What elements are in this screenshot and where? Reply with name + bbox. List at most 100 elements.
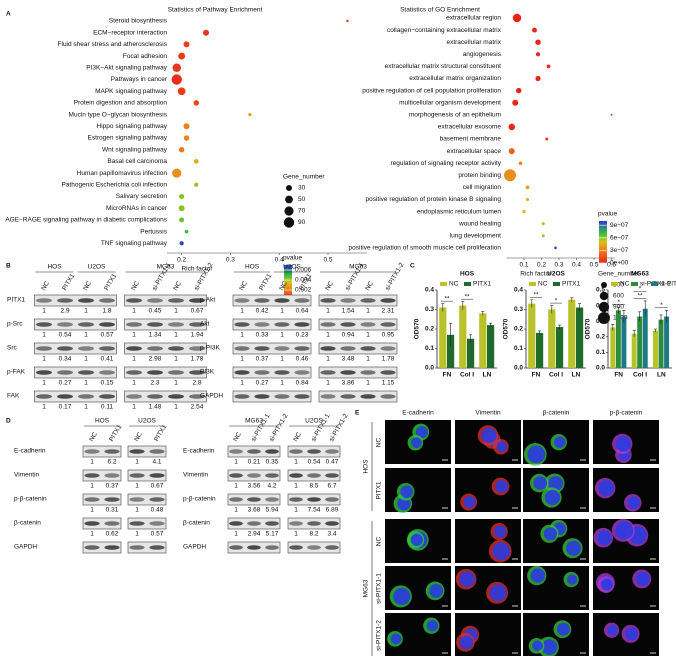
row-label: NC (376, 438, 383, 448)
legend-label: PITX1 (473, 281, 491, 288)
y-axis-label: OD570 (414, 318, 421, 339)
band-value: 2.3 (150, 380, 159, 387)
band-value: 1 (234, 459, 238, 466)
blot-band (168, 370, 184, 375)
dot (183, 135, 190, 141)
blot-band (129, 521, 145, 526)
band-value: 1.15 (382, 380, 395, 387)
blot-band (147, 346, 163, 351)
bar (610, 327, 616, 368)
blot-band (234, 346, 250, 351)
error-bar (449, 322, 453, 347)
blot-band (307, 449, 321, 454)
x-tick-label: Col I (460, 372, 474, 379)
band-value: 1 (84, 308, 88, 315)
band-value: 1 (135, 483, 139, 490)
error-bar (469, 334, 473, 343)
nucleus (607, 625, 618, 636)
band-value: 0.48 (151, 507, 164, 514)
blot-band (126, 298, 142, 303)
band-value: 1 (326, 332, 330, 339)
bar (653, 330, 658, 368)
lane-label: si-PITX1-2 (384, 261, 406, 291)
band-value: 1 (240, 356, 244, 363)
blot-band (36, 322, 52, 327)
group-header: U2OS (283, 264, 301, 271)
nucleus (463, 496, 476, 508)
blot-band (340, 370, 356, 375)
x-tick-label: FN (443, 372, 452, 379)
lane-label: si-PITX1-2 (328, 412, 350, 442)
group-header: MG63 (349, 264, 367, 271)
lane-label: PITX1 (153, 423, 168, 442)
blot-band (265, 449, 279, 454)
blot-band (294, 346, 310, 351)
band-value: 3.86 (342, 380, 355, 387)
row-label: p-Akt (200, 297, 215, 304)
significance-label: ** (533, 291, 539, 298)
blot-band (168, 298, 184, 303)
term-label: Pertussis (140, 228, 167, 235)
bar (467, 338, 475, 368)
band-value: 0.94 (342, 332, 355, 339)
x-tick-label: 0.4 (572, 262, 581, 269)
dot (518, 161, 523, 165)
term-label: extracellular exosome (438, 124, 502, 131)
blot-strip (34, 390, 117, 403)
band-value: 1 (240, 332, 244, 339)
row-label: PI3K (200, 369, 215, 376)
blot-band (104, 521, 120, 526)
band-value: 8.2 (309, 531, 318, 538)
band-value: 1 (174, 332, 178, 339)
nucleus (429, 583, 444, 598)
y-tick-label: 0.4 (596, 302, 605, 309)
bar (528, 303, 536, 368)
row-label: p-Src (7, 321, 23, 328)
micrograph (455, 519, 521, 563)
colorbar-label: 0.004 (295, 277, 312, 284)
band-value: 1 (366, 332, 370, 339)
nucleus (566, 540, 582, 556)
band-value: 1 (132, 308, 136, 315)
term-label: lung development (450, 233, 502, 240)
band-value: 1 (84, 332, 88, 339)
nucleus (635, 571, 650, 586)
term-label: Pathways in cancer (111, 76, 168, 83)
band-value: 1 (280, 380, 284, 387)
blot-band (149, 449, 165, 454)
lane-label: NC (40, 280, 51, 292)
y-tick-label: 0.1 (425, 345, 434, 352)
blot-band (265, 497, 279, 502)
band-value: 1 (234, 531, 238, 538)
band-value: 1 (90, 531, 94, 538)
blot-band (126, 370, 142, 375)
band-value: 1 (174, 404, 178, 411)
blot-band (168, 394, 184, 399)
blot-band (104, 545, 120, 550)
y-axis-label: OD570 (503, 318, 510, 339)
band-value: 1 (42, 332, 46, 339)
error-bar (632, 330, 636, 337)
blot-strip (318, 342, 398, 355)
nucleus (532, 640, 543, 652)
band-value: 0.62 (106, 531, 119, 538)
blot-band (289, 545, 303, 550)
dot (193, 159, 199, 164)
blot-band (360, 298, 376, 303)
band-value: 1 (294, 507, 298, 514)
chart-title: HOS (460, 271, 475, 278)
blot-band (274, 394, 290, 399)
term-label: Pathogenic Escherichia coli infection (61, 182, 167, 189)
blot-band (320, 322, 336, 327)
term-label: Protein digestion and absorption (74, 100, 168, 107)
group-header: HOS (47, 264, 62, 271)
lane-label: PITX1 (61, 272, 76, 291)
blot-band (307, 521, 321, 526)
band-value: 1 (240, 308, 244, 315)
lane-label: PITX1 (108, 423, 123, 442)
nucleus (554, 436, 566, 448)
row-label: E-cadherin (183, 448, 215, 455)
nucleus (596, 530, 612, 546)
blot-band (340, 322, 356, 327)
band-value: 0.95 (382, 332, 395, 339)
